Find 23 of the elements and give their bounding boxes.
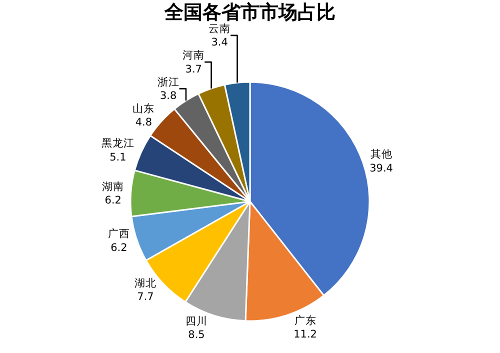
- slice-label: 河南: [182, 48, 205, 62]
- data-label: 8.5: [188, 328, 205, 341]
- slice-label: 其他: [370, 148, 392, 161]
- data-label: 7.7: [137, 291, 154, 304]
- slice-label: 湖南: [102, 180, 124, 193]
- slice-label: 浙江: [157, 75, 180, 88]
- chart-title: 全国各省市市场占比: [164, 2, 336, 24]
- data-label: 3.4: [211, 36, 228, 49]
- data-label: 4.8: [135, 116, 152, 129]
- slice-label: 山东: [132, 102, 155, 116]
- data-label: 3.8: [160, 90, 177, 102]
- data-label: 11.2: [294, 328, 317, 341]
- data-label: 39.4: [370, 162, 394, 174]
- slice-label: 云南: [208, 22, 231, 36]
- slice-label: 湖北: [134, 276, 156, 290]
- slice-label: 广西: [108, 227, 130, 240]
- data-label: 6.2: [110, 242, 128, 254]
- data-label: 5.1: [110, 151, 126, 164]
- data-label: 3.7: [185, 63, 202, 76]
- slice-label: 黑龙江: [101, 136, 134, 150]
- slice-label: 四川: [185, 314, 208, 328]
- slice-label: 广东: [294, 314, 316, 327]
- data-label: 6.2: [104, 194, 122, 207]
